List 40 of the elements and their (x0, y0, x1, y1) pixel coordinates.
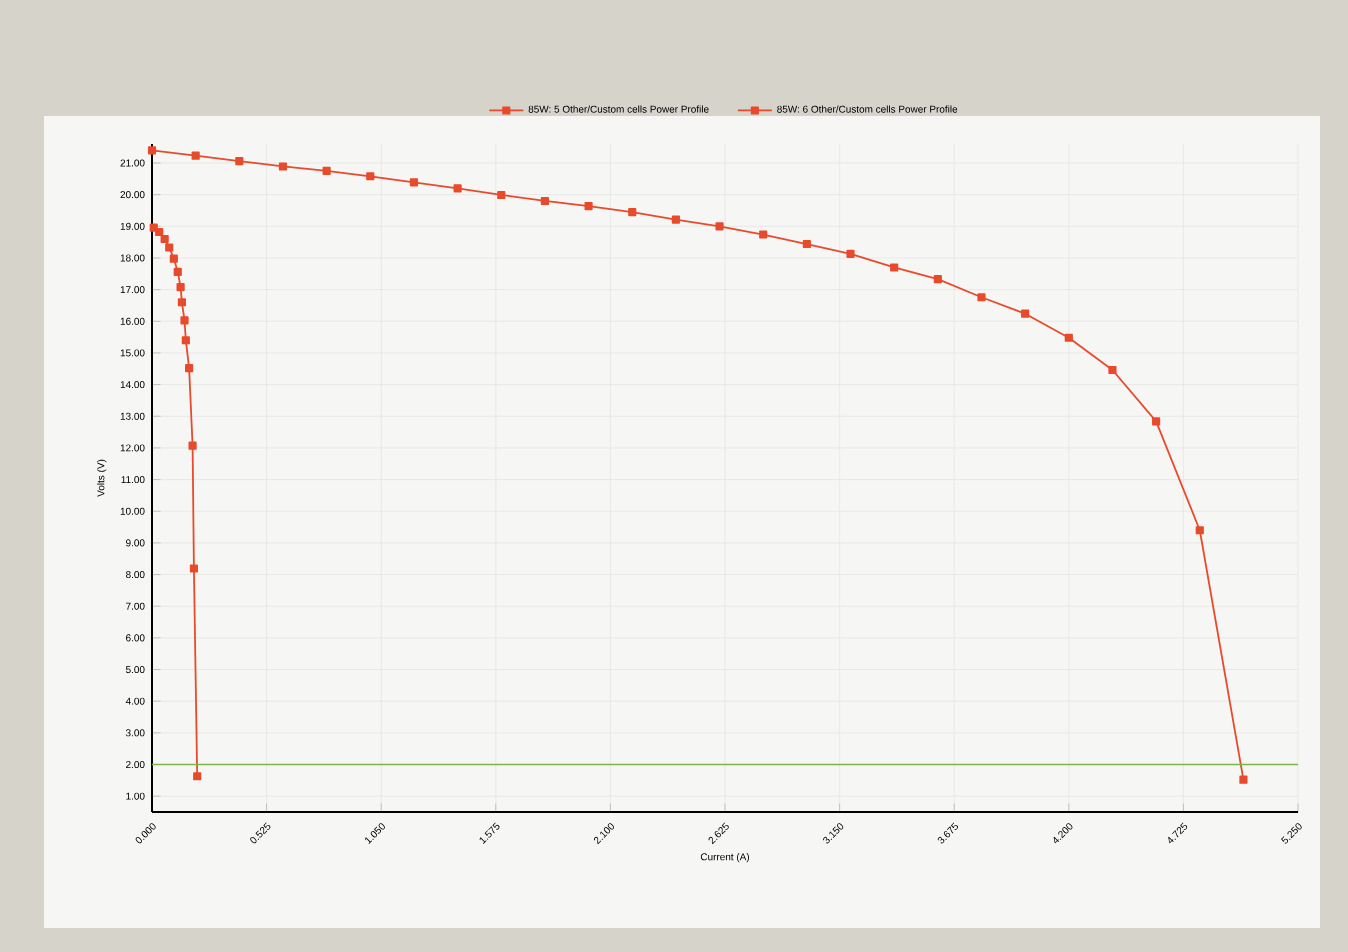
point (188, 441, 197, 450)
point (235, 157, 244, 166)
point (169, 254, 178, 263)
point (181, 336, 190, 345)
point (173, 267, 182, 276)
point (278, 162, 288, 171)
point (846, 249, 855, 258)
point (176, 283, 185, 292)
point (1195, 526, 1204, 535)
point (155, 227, 164, 237)
point (185, 364, 194, 373)
point (890, 263, 899, 272)
point (540, 196, 550, 206)
point (149, 223, 158, 232)
point (715, 222, 724, 231)
point (189, 564, 198, 573)
point (671, 215, 680, 224)
point (1064, 333, 1073, 342)
point (366, 172, 375, 181)
point (147, 146, 157, 155)
point (165, 243, 174, 252)
point (933, 275, 942, 284)
point (453, 184, 462, 193)
point (977, 293, 986, 302)
point (322, 166, 331, 175)
point (193, 772, 202, 781)
point (497, 190, 506, 200)
point (1239, 775, 1248, 784)
point (160, 234, 169, 244)
point (1021, 309, 1030, 318)
point (191, 151, 200, 160)
point (628, 207, 637, 217)
point (802, 239, 811, 249)
point (409, 178, 419, 187)
point (1152, 417, 1161, 426)
point (1108, 365, 1117, 375)
point (180, 316, 189, 325)
point (584, 201, 593, 211)
point (177, 298, 186, 307)
point (759, 230, 768, 239)
